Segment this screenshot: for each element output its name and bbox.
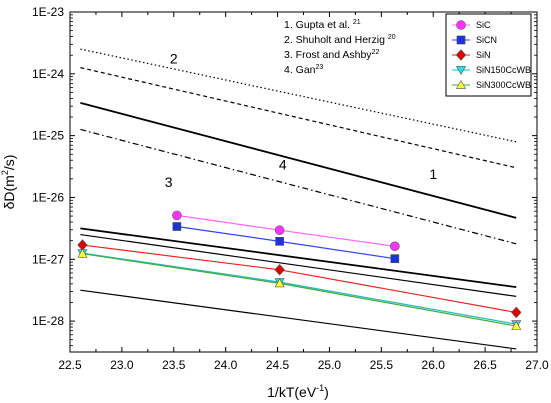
legend-label: SiN300CcWB [476,80,531,90]
reference-line [80,227,517,288]
x-tick-label: 25.0 [318,358,342,372]
reference-entry: 2. Shuholt and Herzig 20 [284,34,396,46]
y-tick-label: 1E-23 [32,5,64,19]
reference-line [80,289,517,350]
curve-label: 2 [170,50,178,66]
reference-superscript: 22 [372,49,380,56]
x-tick-label: 24.5 [266,358,290,372]
reference-entry: 1. Gupta et al. 21 [284,19,361,31]
legend-label: SiC [476,20,491,30]
y-axis-title-sup: 2 [0,170,10,175]
reference-text: 4. Gan [284,64,316,76]
x-axis-title: 1/kT(eV-1) [267,383,329,400]
reference-line [80,102,517,219]
reference-lines [80,48,517,350]
curve-label: 4 [279,157,287,173]
y-tick-label: 1E-26 [32,190,64,204]
x-tick-label: 27.0 [525,358,549,372]
data-point [390,254,400,264]
reference-superscript: 20 [388,34,396,41]
legend-label: SiN [476,50,491,60]
curve-label: 3 [165,174,173,190]
legend-marker [455,79,467,89]
legend-marker [456,20,466,30]
x-tick-label: 24.0 [214,358,238,372]
data-point [274,278,285,288]
reference-line [80,67,517,169]
data-point [275,236,284,246]
curve-label: 1 [429,166,437,182]
x-tick-label: 22.5 [58,358,82,372]
x-axis-title-tail: ) [324,384,329,400]
legend-marker [455,66,467,76]
reference-text: 3. Frost and Ashby [284,49,372,61]
x-tick-label: 26.5 [473,358,497,372]
y-axis-title-main: δD(m [1,175,17,209]
reference-line [80,128,517,245]
reference-text: 2. Shuholt and Herzig [284,34,388,46]
reference-superscript: 23 [316,64,324,71]
x-tick-label: 26.0 [422,358,446,372]
y-tick-label: 1E-25 [32,129,64,143]
series-line [82,253,517,327]
y-tick-label: 1E-28 [32,314,64,328]
data-point [274,225,285,236]
x-axis-title-main: 1/kT(eV [267,384,317,400]
x-axis-title-sup: -1 [316,383,324,393]
legend-marker [456,35,466,45]
y-tick-label: 1E-24 [32,67,64,81]
legend-label: SiCN [476,35,497,45]
data-point [77,248,88,258]
data-point [172,222,182,231]
data-point [172,210,182,221]
data-series [77,210,522,330]
x-tick-label: 23.0 [110,358,134,372]
reference-list: 1. Gupta et al. 21 2. Shuholt and Herzig … [284,19,396,76]
y-axis-title-tail: /s) [1,155,17,171]
data-point [511,320,522,330]
data-point [390,241,400,252]
reference-superscript: 21 [353,19,361,26]
y-axis-title: δD(m2/s) [0,155,17,210]
legend: SiC SiCN SiN SiN150CcWB SiN300CcWB [445,13,532,97]
curve-labels: 2 4 1 3 [165,50,438,190]
reference-entry: 3. Frost and Ashby22 [284,49,379,61]
data-point [274,264,285,276]
legend-label: SiN150CcWB [476,65,531,75]
y-tick-label: 1E-27 [32,252,64,266]
x-tick-label: 25.5 [370,358,394,372]
x-tick-label: 23.5 [162,358,186,372]
reference-entry: 4. Gan23 [284,64,323,76]
axis-ticks: 22.5 23.0 23.5 24.0 24.5 25.0 25.5 26.0 26.5 27.0… [32,5,549,372]
data-point [511,306,522,319]
reference-text: 1. Gupta et al. [284,19,353,31]
reference-line [80,233,517,297]
legend-marker [455,49,467,61]
